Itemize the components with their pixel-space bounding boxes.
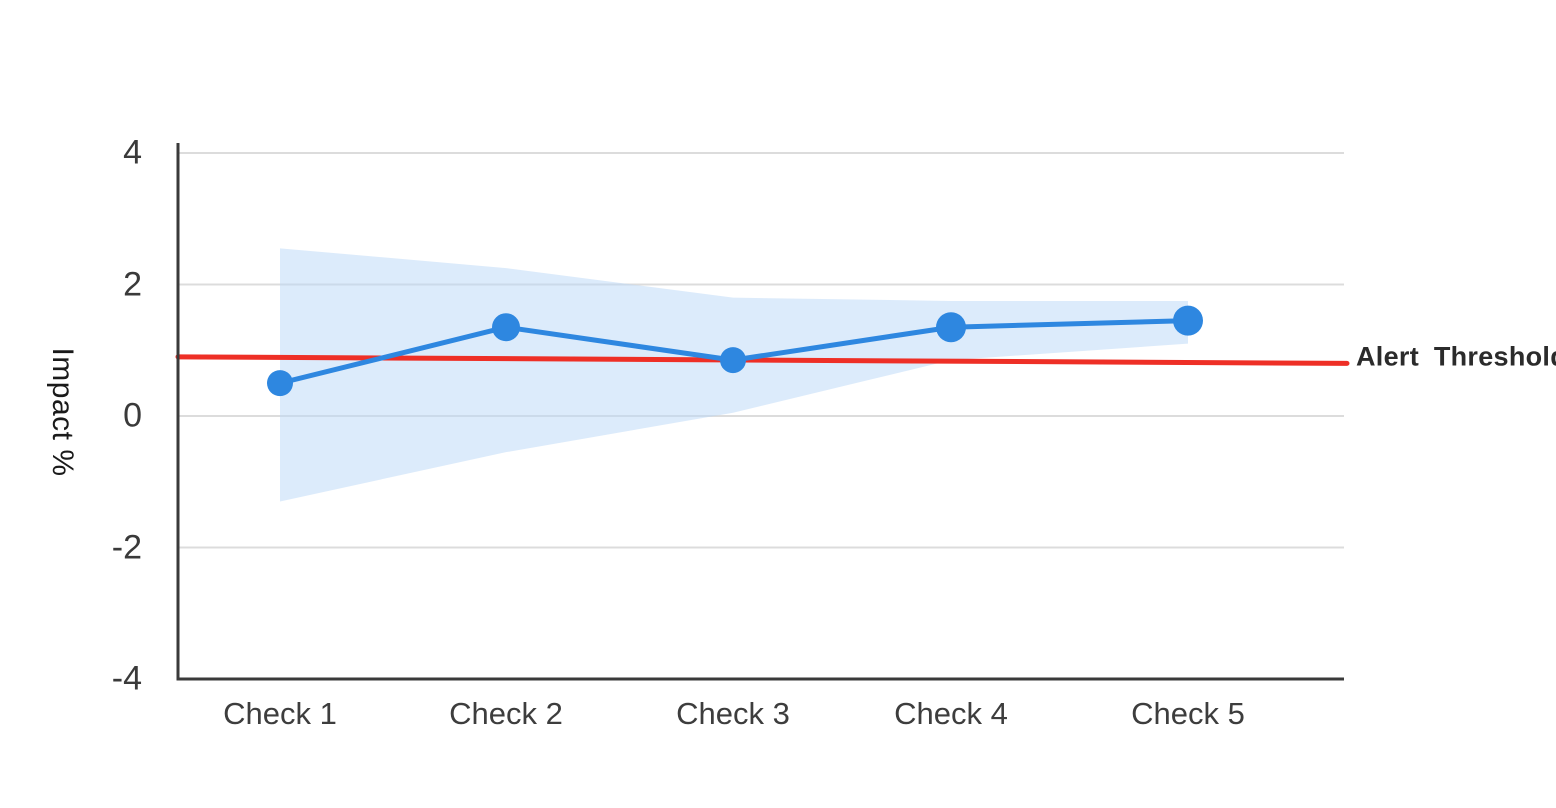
- y-tick-label: 0: [123, 396, 142, 435]
- confidence-band: [280, 248, 1188, 502]
- data-point: [267, 370, 293, 397]
- y-tick-label: 4: [123, 133, 142, 172]
- x-category-label: Check 3: [676, 696, 790, 731]
- y-tick-label: -4: [111, 659, 142, 698]
- x-category-label: Check 5: [1131, 696, 1245, 731]
- data-point: [936, 312, 966, 343]
- x-category-label: Check 2: [449, 696, 563, 731]
- data-point: [492, 313, 520, 342]
- data-point: [720, 347, 746, 374]
- y-tick-label: 2: [123, 265, 142, 303]
- y-tick-label: -2: [111, 528, 142, 566]
- x-category-label: Check 1: [223, 696, 337, 731]
- alert-threshold-label: Alert Threshold: [1356, 341, 1556, 372]
- data-point: [1173, 305, 1203, 336]
- x-category-label: Check 4: [894, 696, 1008, 731]
